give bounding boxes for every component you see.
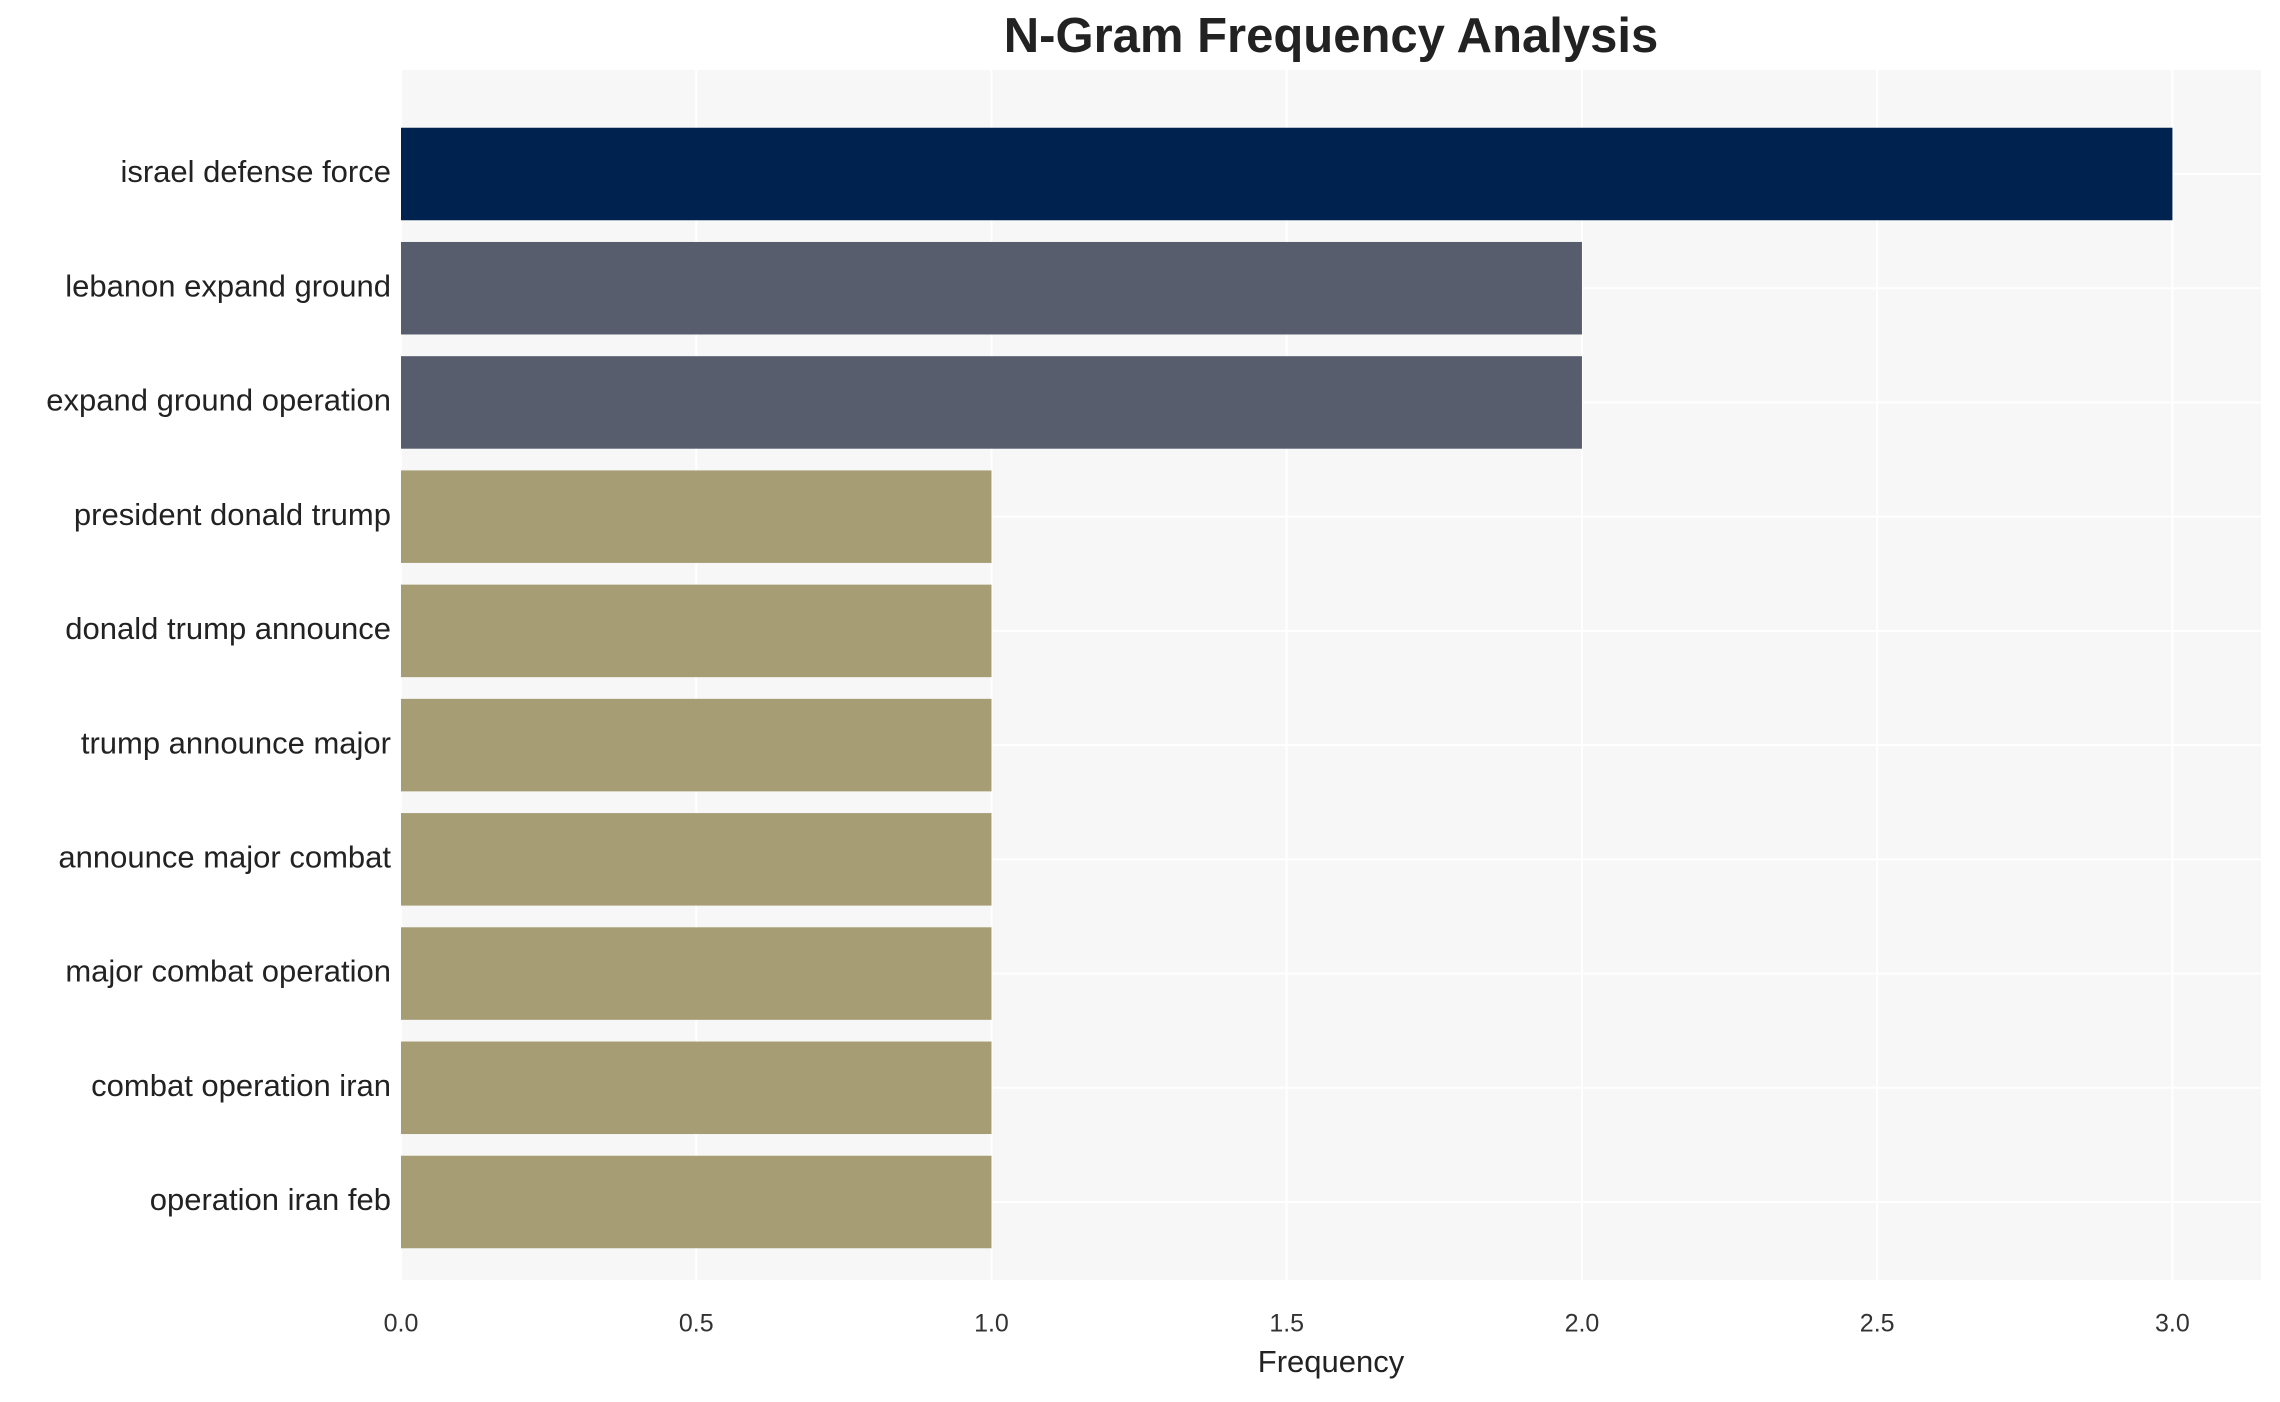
x-tick-label: 0.5 <box>679 1310 714 1338</box>
x-tick-label: 1.0 <box>974 1310 1009 1338</box>
y-tick-label: donald trump announce <box>65 611 391 646</box>
y-tick-label: operation iran feb <box>150 1182 391 1217</box>
y-tick-label: combat operation iran <box>91 1068 391 1103</box>
y-tick-label: expand ground operation <box>46 383 391 418</box>
bar <box>401 813 992 906</box>
y-tick-label: president donald trump <box>74 497 391 532</box>
y-tick-label: announce major combat <box>58 840 391 875</box>
x-tick-label: 2.0 <box>1565 1310 1600 1338</box>
bar <box>401 927 992 1020</box>
bar <box>401 241 1582 335</box>
bar <box>401 584 992 678</box>
x-tick-label: 3.0 <box>2155 1310 2190 1338</box>
y-tick-label: major combat operation <box>65 954 391 989</box>
x-axis-label: Frequency <box>1258 1344 1405 1379</box>
y-tick-label: trump announce major <box>81 725 391 760</box>
x-tick-label: 1.5 <box>1269 1310 1304 1338</box>
chart-title: N-Gram Frequency Analysis <box>1004 9 1658 63</box>
bar <box>401 1155 992 1249</box>
bar <box>401 698 992 792</box>
x-tick-label: 0.0 <box>384 1310 419 1338</box>
y-tick-label: israel defense force <box>120 154 391 189</box>
y-tick-label: lebanon expand ground <box>65 268 391 303</box>
bar <box>401 470 992 563</box>
bar <box>401 1041 992 1135</box>
x-tick-label: 2.5 <box>1860 1310 1895 1338</box>
bar <box>401 356 1582 449</box>
bar <box>401 127 2173 221</box>
